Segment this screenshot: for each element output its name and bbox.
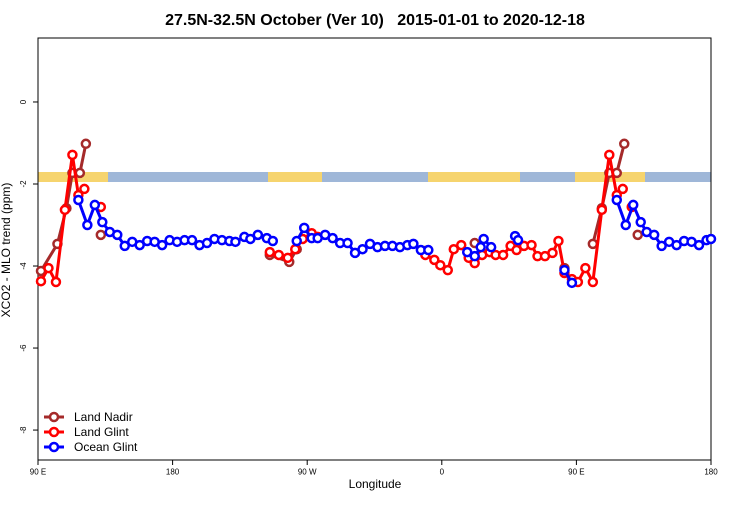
point [448,243,460,255]
point [273,249,285,261]
point [408,238,419,250]
chart-title: 27.5N-32.5N October (Ver 10) 2015-01-01 … [165,12,585,29]
point [455,239,467,251]
x-tick-label: 90 W [298,468,317,477]
point [511,244,522,256]
point [604,149,615,161]
point [635,216,646,228]
point [134,239,145,251]
point [566,277,578,289]
point [119,240,130,252]
point [73,194,84,206]
x-tick-label: 0 [440,468,445,477]
point [252,229,264,241]
legend-label: Ocean Glint [74,440,138,454]
point [611,167,623,179]
y-tick-label: -6 [19,344,28,352]
x-tick-label: 180 [704,468,718,477]
point [559,264,570,276]
point [423,244,434,256]
y-tick-label: -4 [19,262,28,270]
legend-label: Land Nadir [74,410,133,424]
point [619,138,630,150]
point [89,199,101,211]
point [671,239,682,251]
point [611,194,623,206]
point [627,199,639,211]
point [478,233,489,245]
point [95,229,107,241]
point [693,239,705,251]
point [282,252,294,264]
point [617,183,629,195]
x-axis-label: Longitude [349,477,402,491]
point [485,241,497,253]
point [289,243,301,255]
point [59,204,71,216]
point [67,149,78,161]
point [79,183,90,195]
point [82,219,93,231]
x-tick-label: 180 [166,468,180,477]
point [112,229,123,241]
point [526,239,537,251]
point [50,276,62,288]
point [587,238,599,250]
point [298,222,310,234]
point [230,236,241,248]
point [705,233,717,245]
legend-marker [48,426,60,438]
point [80,138,92,150]
point [74,167,86,179]
point [245,233,256,245]
point [596,204,608,216]
point [620,219,632,231]
point [267,235,279,247]
point [43,262,54,274]
y-axis-label: XCO2 - MLO trend (ppm) [0,183,13,318]
point [580,262,591,274]
point [35,275,47,287]
point [327,232,338,244]
y-tick-label: -2 [19,180,28,188]
point [632,229,643,241]
x-tick-label: 90 E [30,468,46,477]
point [475,241,486,253]
point [656,240,667,252]
point [156,239,168,251]
plot-frame [37,37,712,461]
legend-marker [48,411,60,423]
point [435,259,446,271]
point [512,234,524,246]
y-tick-label: -8 [19,426,28,434]
point [587,276,599,288]
legend-label: Land Glint [74,425,129,439]
legend-marker [48,441,60,453]
point [264,246,276,258]
y-tick-label: 0 [19,99,28,104]
point [186,234,198,246]
point [97,216,108,228]
point [291,235,302,247]
point [461,246,473,258]
point [497,249,509,261]
x-tick-label: 90 E [568,468,584,477]
point [201,237,213,249]
series [73,194,717,289]
point [553,235,564,247]
point [357,243,368,255]
point [442,264,454,276]
point [469,250,480,262]
point [648,229,660,241]
point [547,247,558,259]
point [342,237,353,249]
